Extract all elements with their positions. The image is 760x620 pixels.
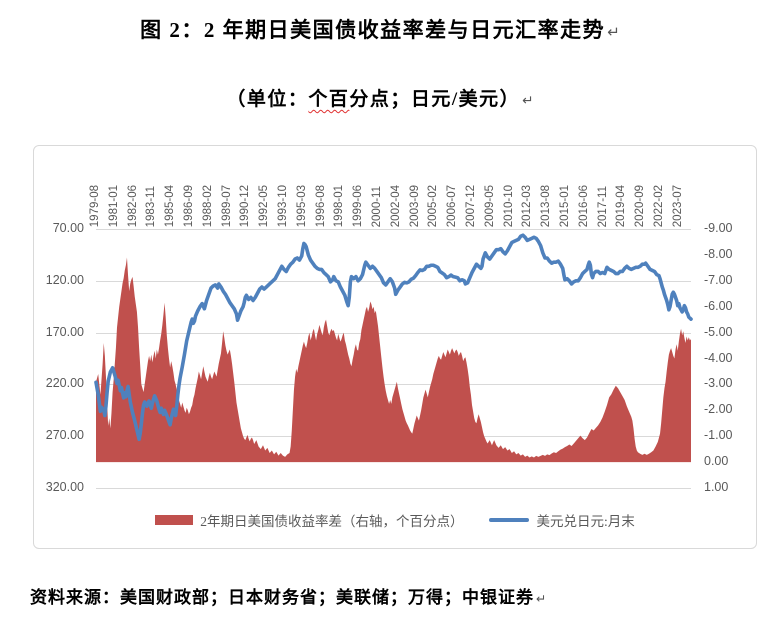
x-axis-label: 2015-01 (559, 184, 571, 227)
legend-item-usdjpy: 美元兑日元:月末 (489, 510, 635, 530)
x-axis-label: 1981-01 (107, 184, 120, 227)
x-axis-label: 2007-12 (465, 184, 477, 227)
x-axis-label: 1996-08 (314, 184, 327, 227)
subtitle-text-pre: （单位： (226, 89, 309, 110)
right-axis-labels: -9.00 -8.00 -7.00 -6.00 -5.00 -4.00 -3.00 -2.00… (700, 221, 756, 494)
x-axis-label: 2016-06 (577, 184, 590, 227)
x-axis-label: 1989-07 (220, 184, 233, 227)
x-axis-label: 2002-04 (389, 184, 402, 227)
left-axis-tick-label: 170.00 (45, 324, 84, 339)
legend-label-spread: 2年期日美国债收益率差（右轴，个百分点） (200, 514, 464, 529)
x-axis-label: 2019-04 (615, 184, 628, 227)
subtitle-text-post: 分点；日元/美元） (349, 89, 521, 110)
chart-frame: 1979-08 1981-01 1982-06 1983-11 1985-04 1986-… (33, 145, 757, 549)
x-axis-label: 2012-03 (521, 184, 534, 227)
left-axis-tick-label: 120.00 (45, 272, 84, 287)
right-axis-tick-label: -5.00 (704, 324, 733, 339)
paragraph-return-icon: ↵ (536, 592, 547, 606)
x-axis-label: 1999-06 (352, 184, 365, 227)
x-axis-label: 2005-02 (427, 184, 440, 227)
right-axis-tick-label: -9.00 (704, 221, 733, 235)
right-axis-tick-label: -2.00 (704, 402, 733, 417)
figure-title: 图 2：2 年期日美国债收益率差与日元汇率走势 ↵ (0, 14, 760, 44)
figure-title-text: 图 2：2 年期日美国债收益率差与日元汇率走势 (140, 18, 606, 42)
x-axis-label: 1995-03 (295, 184, 308, 227)
paragraph-return-icon: ↵ (522, 93, 534, 109)
right-axis-tick-label: -1.00 (704, 428, 733, 443)
x-axis-label: 2023-07 (671, 184, 684, 227)
left-axis-tick-label: 270.00 (45, 428, 84, 443)
chart-legend: 2年期日美国债收益率差（右轴，个百分点） 美元兑日元:月末 (34, 509, 756, 531)
x-axis-label: 2013-08 (540, 184, 553, 227)
x-axis-label: 2009-05 (483, 184, 496, 227)
right-axis-tick-label: -7.00 (704, 272, 733, 287)
usdjpy-line-series (94, 233, 693, 442)
right-axis-tick-label: -3.00 (704, 376, 733, 391)
source-note: 资料来源：美国财政部；日本财务省；美联储；万得；中银证券 ↵ (30, 583, 546, 608)
x-axis-label: 2006-07 (446, 184, 459, 227)
right-axis-tick-label: 0.00 (704, 454, 729, 469)
left-axis-tick-label: 320.00 (45, 480, 84, 494)
x-axis-label: 2017-11 (596, 185, 609, 227)
x-axis-label: 2020-09 (634, 184, 647, 227)
x-axis-label: 1990-12 (239, 184, 252, 227)
combo-chart-canvas (94, 229, 693, 489)
spread-area-series (96, 257, 691, 463)
x-axis-label: 2003-09 (408, 184, 421, 227)
left-axis-tick-label: 220.00 (45, 376, 84, 391)
legend-item-spread: 2年期日美国债收益率差（右轴，个百分点） (155, 510, 463, 530)
x-axis-label: 2022-02 (653, 184, 665, 227)
figure-subtitle: （单位：个百分点；日元/美元） ↵ (0, 84, 760, 111)
legend-swatch-area-icon (155, 515, 194, 525)
right-axis-tick-label: -4.00 (704, 350, 733, 365)
x-axis-label: 1979-08 (89, 184, 101, 227)
x-axis-labels: 1979-08 1981-01 1982-06 1983-11 1985-04 1986-… (89, 150, 691, 227)
right-axis-tick-label: -6.00 (704, 298, 733, 313)
x-axis-label: 1998-01 (333, 184, 346, 227)
x-axis-label: 1983-11 (145, 185, 158, 227)
x-axis-label: 2000-11 (371, 185, 383, 227)
x-axis-label: 2010-10 (502, 184, 515, 227)
legend-swatch-line-icon (489, 518, 530, 522)
source-text: 资料来源：美国财政部；日本财务省；美联储；万得；中银证券 (30, 588, 534, 607)
paragraph-return-icon: ↵ (607, 23, 620, 41)
x-axis-label: 1982-06 (126, 184, 139, 227)
x-axis-label: 1988-02 (201, 184, 214, 227)
right-axis-tick-label: 1.00 (704, 480, 729, 494)
subtitle-text-spellcheck-underlined: 个百 (308, 89, 350, 110)
left-axis-labels: 70.00 120.00 170.00 220.00 270.00 320.00 (34, 221, 90, 494)
x-axis-label: 1993-10 (277, 184, 289, 227)
legend-label-usdjpy: 美元兑日元:月末 (536, 514, 635, 529)
x-axis-label: 1992-05 (258, 184, 271, 227)
x-axis-label: 1986-09 (183, 184, 195, 227)
left-axis-tick-label: 70.00 (52, 221, 84, 235)
plot-area (94, 229, 693, 489)
right-axis-tick-label: -8.00 (704, 246, 733, 261)
x-axis-label: 1985-04 (164, 184, 177, 227)
